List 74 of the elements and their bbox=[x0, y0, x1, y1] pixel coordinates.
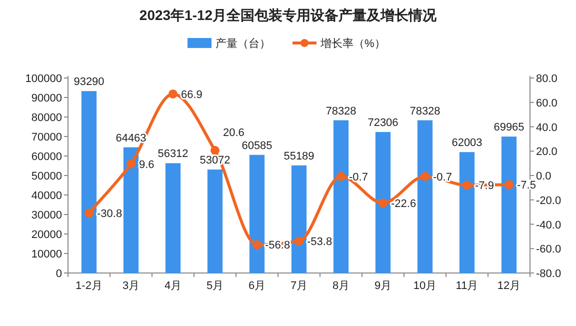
x-tick-label: 7月 bbox=[290, 280, 308, 292]
data-label: 93290 bbox=[74, 76, 104, 88]
point bbox=[462, 180, 472, 190]
bar bbox=[291, 165, 307, 273]
y-tick-label: 60000 bbox=[31, 151, 62, 163]
y-tick-label: 10000 bbox=[31, 248, 62, 260]
x-tick-label: 5月 bbox=[206, 280, 224, 292]
y-tick-label: 30000 bbox=[31, 210, 62, 222]
bar bbox=[123, 147, 139, 273]
x-tick-label: 4月 bbox=[164, 280, 182, 292]
x-tick-label: 3月 bbox=[122, 280, 140, 292]
x-tick-label: 6月 bbox=[248, 280, 266, 292]
point bbox=[84, 208, 94, 218]
y-tick-label: 20000 bbox=[31, 229, 62, 241]
y2-tick-label: 80.0 bbox=[536, 73, 558, 85]
data-label: -7.9 bbox=[475, 180, 494, 192]
x-tick-label: 10月 bbox=[413, 280, 437, 292]
y-tick-label: 80000 bbox=[31, 112, 62, 124]
legend-label: 增长率（%） bbox=[320, 37, 386, 50]
point bbox=[504, 180, 514, 190]
y2-tick-label: -40.0 bbox=[536, 219, 562, 232]
point bbox=[210, 146, 220, 155]
y-tick-label: 0 bbox=[56, 268, 62, 280]
data-label: 60585 bbox=[242, 140, 272, 152]
data-label: 69965 bbox=[494, 122, 524, 134]
point bbox=[294, 236, 304, 246]
point bbox=[378, 198, 388, 208]
bar bbox=[459, 152, 475, 273]
bar bbox=[165, 163, 181, 273]
bar bbox=[333, 120, 349, 273]
data-label: 55189 bbox=[284, 150, 314, 162]
data-label: -53.8 bbox=[307, 236, 332, 248]
y2-tick-label: -60.0 bbox=[536, 244, 562, 256]
point bbox=[336, 172, 346, 181]
data-label: -22.6 bbox=[391, 198, 416, 210]
bar bbox=[417, 120, 433, 273]
legend-label: 产量（台） bbox=[216, 37, 270, 50]
y2-tick-label: 20.0 bbox=[536, 146, 558, 158]
x-tick-label: 12月 bbox=[497, 280, 521, 292]
bar bbox=[249, 154, 265, 273]
data-label: 78328 bbox=[326, 105, 356, 118]
data-label: 62003 bbox=[452, 137, 482, 150]
x-tick-label: 11月 bbox=[456, 280, 478, 292]
bar bbox=[207, 170, 223, 273]
data-label: -30.8 bbox=[97, 208, 122, 220]
y-tick-label: 40000 bbox=[31, 190, 62, 202]
data-label: 66.9 bbox=[181, 88, 202, 101]
data-label: -7.5 bbox=[517, 180, 536, 192]
x-tick-label: 8月 bbox=[332, 280, 350, 292]
chart-title: 2023年1-12月全国包装专用设备产量及增长情况 bbox=[139, 7, 438, 23]
y2-tick-label: -20.0 bbox=[536, 194, 562, 207]
point bbox=[168, 89, 178, 98]
data-label: -0.7 bbox=[349, 171, 368, 184]
data-label: 78328 bbox=[410, 105, 440, 118]
y2-tick-label: 60.0 bbox=[536, 97, 558, 110]
x-tick-label: 1-2月 bbox=[76, 280, 102, 292]
data-label: 20.6 bbox=[223, 126, 244, 139]
y-tick-label: 50000 bbox=[31, 170, 62, 182]
y-tick-label: 100000 bbox=[25, 73, 62, 85]
y-tick-label: 70000 bbox=[31, 132, 62, 144]
point bbox=[126, 159, 136, 168]
y2-tick-label: 0.0 bbox=[536, 170, 552, 182]
data-label: 72306 bbox=[368, 117, 398, 130]
bar bbox=[375, 132, 391, 273]
data-label: 9.6 bbox=[139, 158, 154, 171]
y2-tick-label: 40.0 bbox=[536, 122, 558, 134]
point bbox=[252, 240, 262, 250]
data-label: 56312 bbox=[158, 148, 188, 160]
x-tick-label: 9月 bbox=[374, 280, 392, 292]
y-tick-label: 90000 bbox=[31, 92, 62, 104]
point bbox=[420, 172, 430, 181]
bar bbox=[501, 136, 517, 273]
y2-tick-label: -80.0 bbox=[536, 268, 562, 280]
bar bbox=[81, 91, 97, 273]
